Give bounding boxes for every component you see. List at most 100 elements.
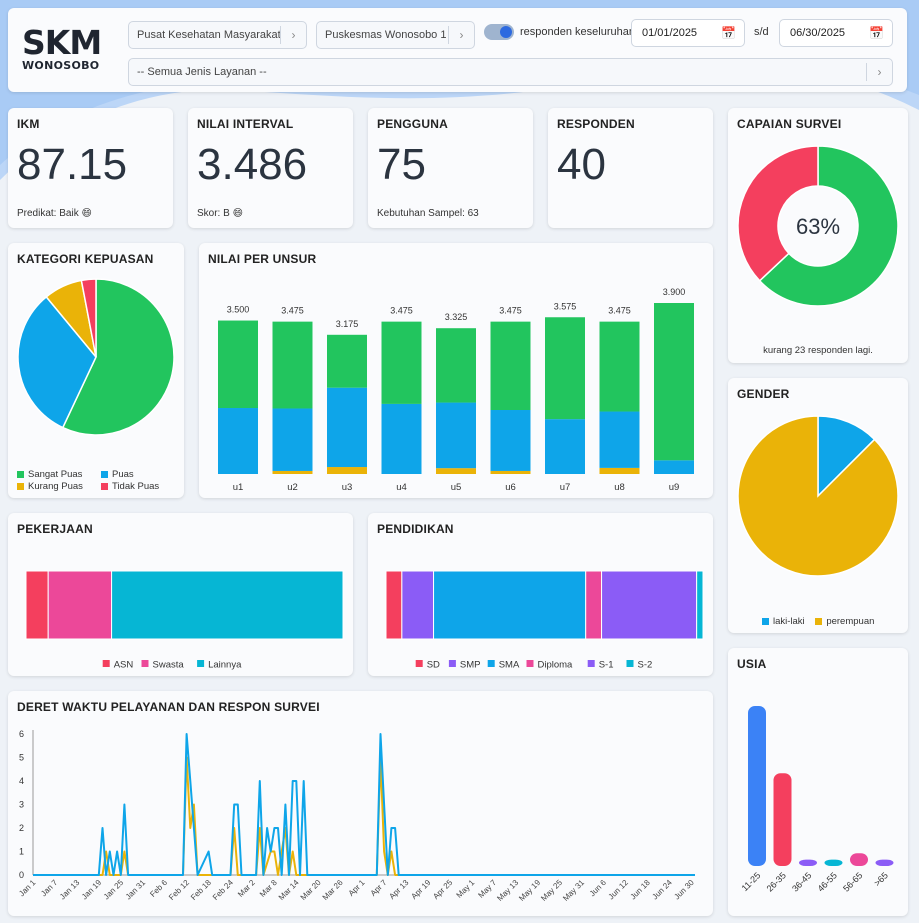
legend-label: SMA xyxy=(499,660,520,671)
bar-segment xyxy=(436,468,476,474)
toggle-label: responden keseluruhan xyxy=(520,26,635,38)
date-from-value: 01/01/2025 xyxy=(642,27,698,39)
ikm-predicate: Predikat: Baik 😄 xyxy=(17,208,92,219)
kategori-legend: Sangat Puas Puas Kurang Puas Tidak Puas xyxy=(17,469,177,493)
bar-segment xyxy=(654,303,694,461)
x-tick-label: Jan 25 xyxy=(102,878,126,902)
x-tick-label: Mar 14 xyxy=(277,878,301,902)
legend-item: Puas xyxy=(101,469,134,481)
unsur-title: NILAI PER UNSUR xyxy=(208,252,317,266)
legend-swatch xyxy=(526,660,534,667)
x-tick-label: u9 xyxy=(669,482,680,493)
date-separator: s/d xyxy=(754,26,769,38)
legend-swatch xyxy=(487,660,495,667)
unsur-card: NILAI PER UNSUR 3.500 u1 3.475 u2 3.175 u3 3.4… xyxy=(199,243,713,498)
legend-label: SD xyxy=(427,660,440,671)
chevron-right-icon: › xyxy=(448,26,474,44)
x-tick-label: Jan 31 xyxy=(124,878,148,902)
bar-segment xyxy=(585,570,603,640)
bar-total-label: 3.175 xyxy=(336,319,359,329)
bar-segment xyxy=(599,411,640,468)
bar-segment xyxy=(218,320,258,409)
legend-label: Diploma xyxy=(538,660,574,671)
ikm-title: IKM xyxy=(17,117,40,131)
x-tick-label: u2 xyxy=(287,482,298,493)
x-tick-label: 56-65 xyxy=(841,870,864,893)
x-tick-label: u1 xyxy=(233,482,244,493)
all-respondents-toggle[interactable] xyxy=(484,24,514,40)
x-tick-label: May 1 xyxy=(455,878,477,900)
legend-label: SMP xyxy=(460,660,481,671)
calendar-icon[interactable]: 📅 xyxy=(721,26,736,40)
bar-segment xyxy=(47,570,113,640)
responden-value: 40 xyxy=(557,140,606,189)
pengguna-value: 75 xyxy=(377,140,426,189)
capaian-title: CAPAIAN SURVEI xyxy=(737,117,842,131)
x-tick-label: Jun 30 xyxy=(672,878,696,902)
facility-unit-select[interactable]: Puskesmas Wonosobo 1 › xyxy=(316,21,475,49)
legend-item: Tidak Puas xyxy=(101,481,159,493)
bar-total-label: 3.475 xyxy=(390,306,413,316)
deret-card: DERET WAKTU PELAYANAN DAN RESPON SURVEI … xyxy=(8,691,713,916)
date-from-input[interactable]: 01/01/2025 📅 xyxy=(631,19,745,47)
legend-label: S-2 xyxy=(638,660,653,671)
interval-card: NILAI INTERVAL 3.486 Skor: B 😄 xyxy=(188,108,353,228)
bar-segment xyxy=(490,321,531,411)
usia-bar xyxy=(850,853,868,866)
bar-total-label: 3.500 xyxy=(227,305,250,315)
service-type-select[interactable]: -- Semua Jenis Layanan -- › xyxy=(128,58,893,86)
usia-bar xyxy=(799,859,817,866)
bar-segment xyxy=(25,570,49,640)
x-tick-label: Jan 1 xyxy=(17,878,38,899)
facility-type-select[interactable]: Pusat Kesehatan Masyarakat › xyxy=(128,21,307,49)
bar-segment xyxy=(490,470,531,474)
service-type-value: -- Semua Jenis Layanan -- xyxy=(137,66,267,78)
unsur-bar-chart: 3.500 u1 3.475 u2 3.175 u3 3.475 u4 3.325 u5 3.475… xyxy=(218,287,694,493)
x-tick-label: u6 xyxy=(505,482,516,493)
chevron-right-icon: › xyxy=(280,26,306,44)
x-tick-label: May 13 xyxy=(495,878,520,903)
kategori-pie-chart xyxy=(17,278,175,436)
capaian-percent: 63% xyxy=(796,214,840,239)
bar-segment xyxy=(381,403,422,474)
bar-segment xyxy=(696,570,704,640)
bar-segment xyxy=(327,467,367,474)
usia-title: USIA xyxy=(737,657,767,671)
date-to-input[interactable]: 06/30/2025 📅 xyxy=(779,19,893,47)
x-tick-label: Apr 25 xyxy=(431,878,454,901)
bar-total-label: 3.475 xyxy=(499,306,522,316)
x-tick-label: Mar 26 xyxy=(321,878,345,902)
calendar-icon[interactable]: 📅 xyxy=(869,26,884,40)
usia-card: USIA 11-25 26-35 36-45 46-55 56-65 >65 xyxy=(728,648,908,916)
facility-type-value: Pusat Kesehatan Masyarakat xyxy=(137,29,281,41)
capaian-note: kurang 23 responden lagi. xyxy=(763,345,873,356)
x-tick-label: Apr 7 xyxy=(369,878,389,898)
legend-label: Swasta xyxy=(153,660,185,671)
y-tick-label: 4 xyxy=(19,776,24,786)
gender-card: GENDER laki-laki perempuan xyxy=(728,378,908,633)
bar-segment xyxy=(436,328,476,403)
bar-segment xyxy=(401,570,435,640)
legend-item: Sangat Puas xyxy=(17,469,93,481)
x-tick-label: May 25 xyxy=(539,878,564,903)
y-tick-label: 0 xyxy=(19,870,24,880)
x-tick-label: Apr 1 xyxy=(347,878,367,898)
x-tick-label: Jun 18 xyxy=(629,878,653,902)
legend-swatch xyxy=(197,660,205,667)
bar-total-label: 3.900 xyxy=(663,287,686,297)
usia-bar xyxy=(824,859,843,866)
responden-title: RESPONDEN xyxy=(557,117,635,131)
legend-item: perempuan xyxy=(815,616,874,627)
x-tick-label: Jun 6 xyxy=(588,878,609,899)
usia-bar xyxy=(773,773,792,866)
x-tick-label: Apr 19 xyxy=(409,878,432,901)
series-line xyxy=(33,733,695,876)
x-tick-label: 11-25 xyxy=(740,870,763,893)
bar-segment xyxy=(385,570,403,640)
capaian-card: CAPAIAN SURVEI 63% kurang 23 responden l… xyxy=(728,108,908,363)
ikm-card: IKM 87.15 Predikat: Baik 😄 xyxy=(8,108,173,228)
legend-label: Lainnya xyxy=(208,660,242,671)
pekerjaan-bar-chart: ASN Swasta Lainnya xyxy=(25,570,344,671)
x-tick-label: Jan 19 xyxy=(80,878,104,902)
x-tick-label: Jun 12 xyxy=(607,878,631,902)
